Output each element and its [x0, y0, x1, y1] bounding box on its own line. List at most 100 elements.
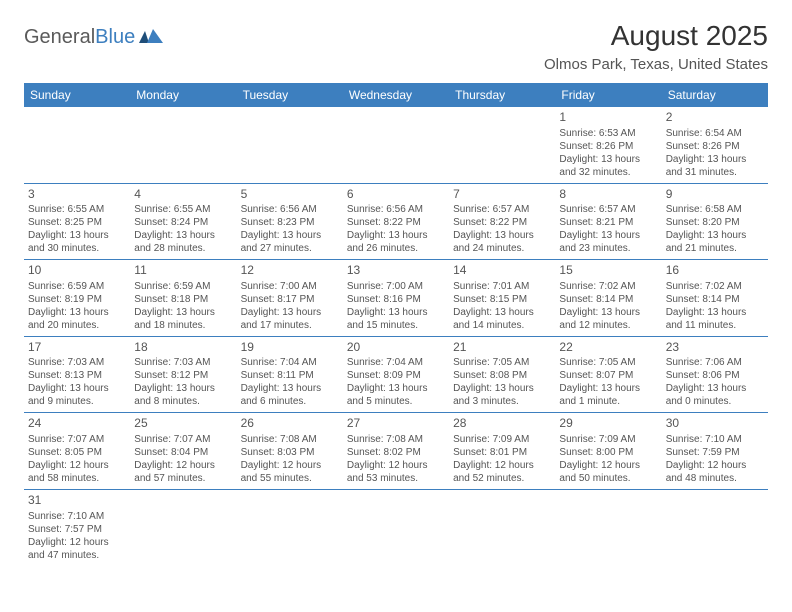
sunset-text: Sunset: 8:14 PM	[559, 293, 657, 306]
sunrise-text: Sunrise: 7:04 AM	[347, 356, 445, 369]
day-number: 22	[559, 340, 657, 356]
sunset-text: Sunset: 8:15 PM	[453, 293, 551, 306]
sunrise-text: Sunrise: 6:54 AM	[666, 127, 764, 140]
calendar-day-cell: 29Sunrise: 7:09 AMSunset: 8:00 PMDayligh…	[555, 413, 661, 490]
sunset-text: Sunset: 8:26 PM	[559, 140, 657, 153]
sunset-text: Sunset: 8:13 PM	[28, 369, 126, 382]
daylight-text: Daylight: 13 hours	[559, 306, 657, 319]
day-number: 31	[28, 493, 126, 509]
page-title: August 2025	[611, 20, 768, 52]
daylight-text: Daylight: 13 hours	[559, 229, 657, 242]
calendar-week-row: 17Sunrise: 7:03 AMSunset: 8:13 PMDayligh…	[24, 336, 768, 413]
sunset-text: Sunset: 8:07 PM	[559, 369, 657, 382]
day-header: Tuesday	[237, 83, 343, 107]
sunset-text: Sunset: 8:19 PM	[28, 293, 126, 306]
daylight-text: Daylight: 13 hours	[453, 229, 551, 242]
day-number: 16	[666, 263, 764, 279]
sunset-text: Sunset: 8:04 PM	[134, 446, 232, 459]
daylight-text: and 14 minutes.	[453, 319, 551, 332]
daylight-text: and 1 minute.	[559, 395, 657, 408]
calendar-week-row: 10Sunrise: 6:59 AMSunset: 8:19 PMDayligh…	[24, 260, 768, 337]
sunrise-text: Sunrise: 7:07 AM	[28, 433, 126, 446]
daylight-text: and 52 minutes.	[453, 472, 551, 485]
daylight-text: Daylight: 12 hours	[28, 536, 126, 549]
location-subtitle: Olmos Park, Texas, United States	[24, 56, 768, 73]
sunrise-text: Sunrise: 7:02 AM	[666, 280, 764, 293]
daylight-text: and 32 minutes.	[559, 166, 657, 179]
sunset-text: Sunset: 8:21 PM	[559, 216, 657, 229]
daylight-text: and 58 minutes.	[28, 472, 126, 485]
sunset-text: Sunset: 8:08 PM	[453, 369, 551, 382]
daylight-text: and 26 minutes.	[347, 242, 445, 255]
calendar-day-cell: 20Sunrise: 7:04 AMSunset: 8:09 PMDayligh…	[343, 336, 449, 413]
sunrise-text: Sunrise: 6:55 AM	[28, 203, 126, 216]
daylight-text: and 11 minutes.	[666, 319, 764, 332]
day-number: 18	[134, 340, 232, 356]
daylight-text: Daylight: 13 hours	[28, 229, 126, 242]
daylight-text: Daylight: 13 hours	[241, 306, 339, 319]
daylight-text: and 57 minutes.	[134, 472, 232, 485]
calendar-day-cell: 28Sunrise: 7:09 AMSunset: 8:01 PMDayligh…	[449, 413, 555, 490]
calendar-day-cell: 9Sunrise: 6:58 AMSunset: 8:20 PMDaylight…	[662, 183, 768, 260]
daylight-text: and 50 minutes.	[559, 472, 657, 485]
day-header: Wednesday	[343, 83, 449, 107]
daylight-text: Daylight: 13 hours	[453, 382, 551, 395]
day-number: 13	[347, 263, 445, 279]
daylight-text: and 15 minutes.	[347, 319, 445, 332]
daylight-text: and 21 minutes.	[666, 242, 764, 255]
calendar-day-cell: 7Sunrise: 6:57 AMSunset: 8:22 PMDaylight…	[449, 183, 555, 260]
daylight-text: Daylight: 13 hours	[347, 306, 445, 319]
sunrise-text: Sunrise: 7:00 AM	[347, 280, 445, 293]
sunrise-text: Sunrise: 7:09 AM	[559, 433, 657, 446]
calendar-day-cell: 5Sunrise: 6:56 AMSunset: 8:23 PMDaylight…	[237, 183, 343, 260]
calendar-week-row: 24Sunrise: 7:07 AMSunset: 8:05 PMDayligh…	[24, 413, 768, 490]
calendar-day-cell	[237, 107, 343, 183]
calendar-day-cell: 19Sunrise: 7:04 AMSunset: 8:11 PMDayligh…	[237, 336, 343, 413]
calendar-day-cell	[449, 489, 555, 565]
calendar-day-cell: 24Sunrise: 7:07 AMSunset: 8:05 PMDayligh…	[24, 413, 130, 490]
day-number: 7	[453, 187, 551, 203]
flag-icon	[139, 26, 163, 49]
day-number: 20	[347, 340, 445, 356]
sunrise-text: Sunrise: 7:05 AM	[559, 356, 657, 369]
sunrise-text: Sunrise: 7:03 AM	[28, 356, 126, 369]
day-header: Thursday	[449, 83, 555, 107]
sunrise-text: Sunrise: 7:00 AM	[241, 280, 339, 293]
calendar-day-cell	[343, 489, 449, 565]
sunset-text: Sunset: 8:09 PM	[347, 369, 445, 382]
calendar-day-cell: 31Sunrise: 7:10 AMSunset: 7:57 PMDayligh…	[24, 489, 130, 565]
day-number: 26	[241, 416, 339, 432]
sunrise-text: Sunrise: 6:53 AM	[559, 127, 657, 140]
calendar-day-cell: 15Sunrise: 7:02 AMSunset: 8:14 PMDayligh…	[555, 260, 661, 337]
daylight-text: Daylight: 13 hours	[453, 306, 551, 319]
sunrise-text: Sunrise: 7:10 AM	[666, 433, 764, 446]
daylight-text: and 24 minutes.	[453, 242, 551, 255]
sunrise-text: Sunrise: 6:55 AM	[134, 203, 232, 216]
daylight-text: and 6 minutes.	[241, 395, 339, 408]
sunset-text: Sunset: 8:06 PM	[666, 369, 764, 382]
day-header: Monday	[130, 83, 236, 107]
daylight-text: and 48 minutes.	[666, 472, 764, 485]
sunset-text: Sunset: 8:22 PM	[347, 216, 445, 229]
calendar-day-cell: 2Sunrise: 6:54 AMSunset: 8:26 PMDaylight…	[662, 107, 768, 183]
sunset-text: Sunset: 8:05 PM	[28, 446, 126, 459]
sunset-text: Sunset: 8:11 PM	[241, 369, 339, 382]
sunrise-text: Sunrise: 7:05 AM	[453, 356, 551, 369]
calendar-table: Sunday Monday Tuesday Wednesday Thursday…	[24, 83, 768, 566]
sunset-text: Sunset: 8:00 PM	[559, 446, 657, 459]
calendar-day-cell: 4Sunrise: 6:55 AMSunset: 8:24 PMDaylight…	[130, 183, 236, 260]
calendar-day-cell: 13Sunrise: 7:00 AMSunset: 8:16 PMDayligh…	[343, 260, 449, 337]
sunset-text: Sunset: 8:22 PM	[453, 216, 551, 229]
sunrise-text: Sunrise: 6:56 AM	[347, 203, 445, 216]
calendar-day-cell: 10Sunrise: 6:59 AMSunset: 8:19 PMDayligh…	[24, 260, 130, 337]
day-number: 28	[453, 416, 551, 432]
sunrise-text: Sunrise: 7:08 AM	[347, 433, 445, 446]
sunrise-text: Sunrise: 7:03 AM	[134, 356, 232, 369]
day-number: 19	[241, 340, 339, 356]
day-number: 9	[666, 187, 764, 203]
sunset-text: Sunset: 8:20 PM	[666, 216, 764, 229]
calendar-day-cell: 23Sunrise: 7:06 AMSunset: 8:06 PMDayligh…	[662, 336, 768, 413]
calendar-day-cell	[130, 489, 236, 565]
day-number: 24	[28, 416, 126, 432]
calendar-day-cell: 14Sunrise: 7:01 AMSunset: 8:15 PMDayligh…	[449, 260, 555, 337]
